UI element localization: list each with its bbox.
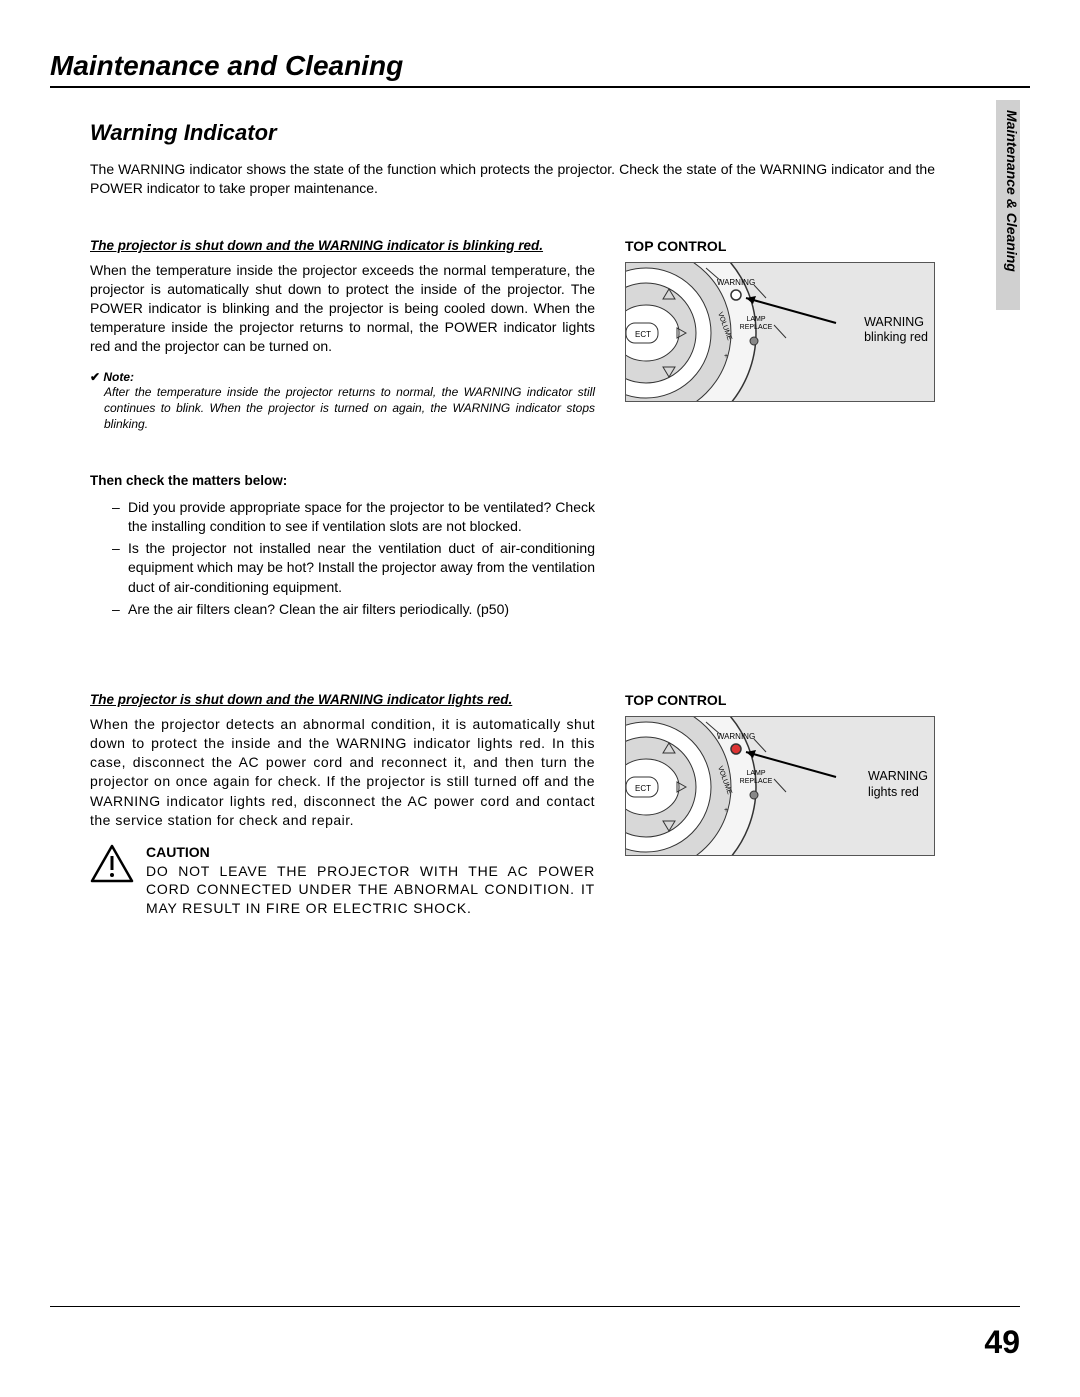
intro-paragraph: The WARNING indicator shows the state of… (90, 160, 935, 198)
chapter-title: Maintenance and Cleaning (50, 50, 1030, 82)
svg-text:ECT: ECT (635, 330, 651, 339)
chapter-header: Maintenance and Cleaning (50, 50, 1030, 88)
lamp-led-icon (750, 791, 758, 799)
callout-1: WARNINGblinking red (864, 315, 928, 346)
block1-paragraph: When the temperature inside the projecto… (90, 261, 595, 356)
svg-text:WARNING: WARNING (717, 278, 755, 287)
footer-rule (50, 1306, 1020, 1307)
page-number: 49 (984, 1324, 1020, 1361)
side-tab-label: Maintenance & Cleaning (996, 100, 1020, 272)
list-item: Is the projector not installed near the … (116, 539, 595, 597)
note-body: After the temperature inside the project… (104, 384, 595, 433)
caution-title: CAUTION (146, 844, 595, 860)
panel-title-1: TOP CONTROL (625, 238, 935, 254)
top-control-panel-1: ECT VOLUME + WARNING LAMP REPLACE (625, 262, 935, 402)
warning-led-icon (731, 744, 741, 754)
block2-heading: The projector is shut down and the WARNI… (90, 692, 595, 707)
svg-text:REPLACE: REPLACE (740, 778, 773, 785)
svg-text:+: + (724, 807, 728, 814)
svg-text:ECT: ECT (635, 784, 651, 793)
warning-led-icon (731, 290, 741, 300)
block-1: The projector is shut down and the WARNI… (90, 238, 935, 623)
svg-text:WARNING: WARNING (717, 732, 755, 741)
svg-text:LAMP: LAMP (746, 770, 765, 777)
list-item: Are the air filters clean? Clean the air… (116, 600, 595, 619)
caution-block: CAUTION DO NOT LEAVE THE PROJECTOR WITH … (90, 844, 595, 919)
block2-paragraph: When the projector detects an abnormal c… (90, 715, 595, 829)
svg-text:REPLACE: REPLACE (740, 324, 773, 331)
block-2: The projector is shut down and the WARNI… (90, 692, 935, 918)
list-item: Did you provide appropriate space for th… (116, 498, 595, 537)
side-tab: Maintenance & Cleaning (996, 100, 1020, 310)
block1-heading: The projector is shut down and the WARNI… (90, 238, 595, 253)
section-title: Warning Indicator (90, 120, 1030, 146)
svg-text:+: + (724, 353, 728, 360)
svg-text:LAMP: LAMP (746, 316, 765, 323)
lamp-led-icon (750, 337, 758, 345)
callout-2: WARNINGlights red (868, 769, 928, 800)
top-control-panel-2: ECT VOLUME + WARNING LAMP REPLACE (625, 716, 935, 856)
caution-body: DO NOT LEAVE THE PROJECTOR WITH THE AC P… (146, 862, 595, 919)
note-head: Note: (90, 370, 595, 384)
panel-title-2: TOP CONTROL (625, 692, 935, 708)
check-head: Then check the matters below: (90, 473, 595, 488)
warning-triangle-icon (90, 844, 134, 884)
check-list: Did you provide appropriate space for th… (90, 498, 595, 620)
